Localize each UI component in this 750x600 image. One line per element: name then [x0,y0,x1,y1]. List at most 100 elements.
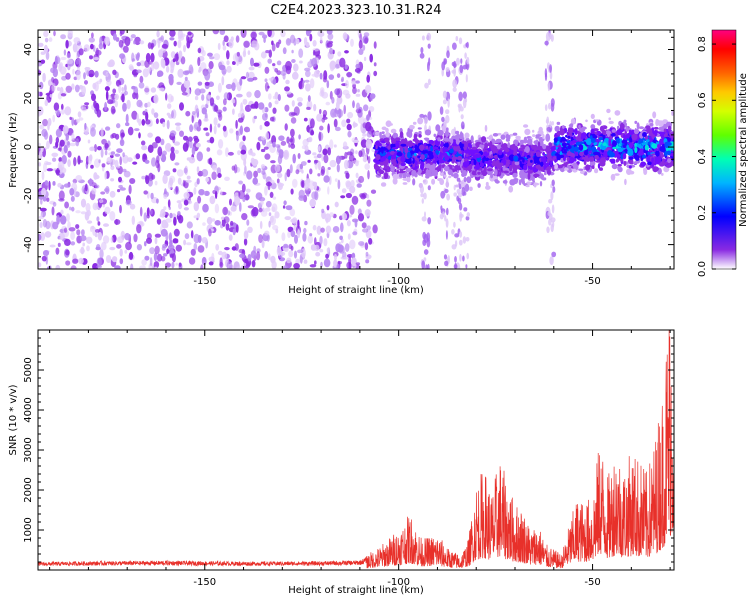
noise-blob [366,74,371,83]
noise-blob [131,215,135,225]
noise-blob [156,30,160,38]
signal-blob [476,141,482,145]
noise-blob [119,53,126,59]
noise-blob [46,168,54,172]
signal-blob [385,165,390,171]
noise-blob [80,211,87,215]
noise-blob [184,233,190,240]
noise-blob [114,265,121,269]
noise-blob [107,99,114,105]
noise-blob [314,190,319,201]
noise-blob [189,140,193,149]
noise-blob [307,136,313,143]
streak-blob [458,37,463,45]
streak-blob [423,192,427,200]
noise-blob [321,151,324,162]
noise-blob [98,199,104,204]
noise-blob [142,68,149,78]
signal-blob [646,139,650,143]
noise-blob [231,99,236,104]
noise-blob [235,224,239,233]
streak-blob [427,217,432,225]
signal-blob [564,167,569,171]
noise-blob [119,187,126,191]
noise-blob [318,131,322,142]
noise-blob [326,205,330,211]
noise-blob [90,43,94,50]
noise-blob [268,93,272,100]
streak-blob [451,128,456,136]
signal-blob [438,155,442,160]
noise-blob [268,49,272,58]
noise-blob [173,216,177,226]
streak-blob [454,262,457,269]
noise-blob [194,95,199,101]
colorbar-tick-label: 0.8 [697,36,708,52]
signal-blob [532,134,536,138]
signal-blob [437,129,444,136]
noise-blob [49,94,53,98]
noise-blob [216,109,223,114]
noise-blob [193,215,199,219]
noise-blob [335,126,341,132]
noise-blob [230,36,234,42]
streak-blob [453,221,456,228]
signal-blob [642,155,647,159]
noise-blob [329,212,335,218]
signal-blob [556,132,562,136]
noise-blob [265,50,270,54]
noise-blob [178,202,183,210]
noise-blob [205,177,209,183]
signal-blob [456,177,461,182]
noise-blob [372,224,378,234]
noise-blob [290,143,296,149]
noise-blob [151,61,155,72]
noise-blob [65,72,71,80]
noise-blob [85,202,91,212]
noise-blob [109,200,113,208]
noise-blob [260,148,266,153]
noise-blob [59,236,64,240]
streak-blob [443,58,448,65]
signal-blob [598,137,604,141]
noise-blob [165,142,172,152]
noise-blob [319,235,323,245]
noise-blob [223,216,230,224]
streak-blob [453,192,458,197]
noise-blob [94,174,100,180]
noise-blob [271,40,274,46]
signal-blob [617,166,620,171]
signal-blob [671,110,674,116]
noise-blob [285,38,291,46]
noise-blob [329,159,337,168]
streak-blob [421,198,424,204]
noise-blob [171,110,174,119]
noise-blob [116,123,121,129]
noise-blob [191,111,196,115]
noise-blob [178,50,183,59]
noise-blob [130,34,136,39]
noise-blob [109,190,116,198]
noise-blob [44,180,49,186]
signal-blob [533,160,537,165]
noise-blob [51,206,55,216]
noise-blob [295,38,300,45]
noise-blob [341,119,347,128]
noise-blob [81,85,86,96]
noise-blob [83,44,90,52]
streak-blob [423,116,428,125]
signal-blob [625,125,629,132]
noise-blob [195,142,201,148]
noise-blob [156,253,163,262]
signal-blob [522,157,525,163]
noise-blob [286,257,292,264]
noise-blob [139,75,144,83]
noise-blob [225,83,233,90]
spectrogram-marks [38,30,674,269]
signal-blob [578,124,581,129]
noise-blob [58,190,65,201]
noise-blob [281,232,286,242]
signal-blob [422,179,426,183]
noise-blob [347,111,354,119]
noise-blob [104,171,107,180]
